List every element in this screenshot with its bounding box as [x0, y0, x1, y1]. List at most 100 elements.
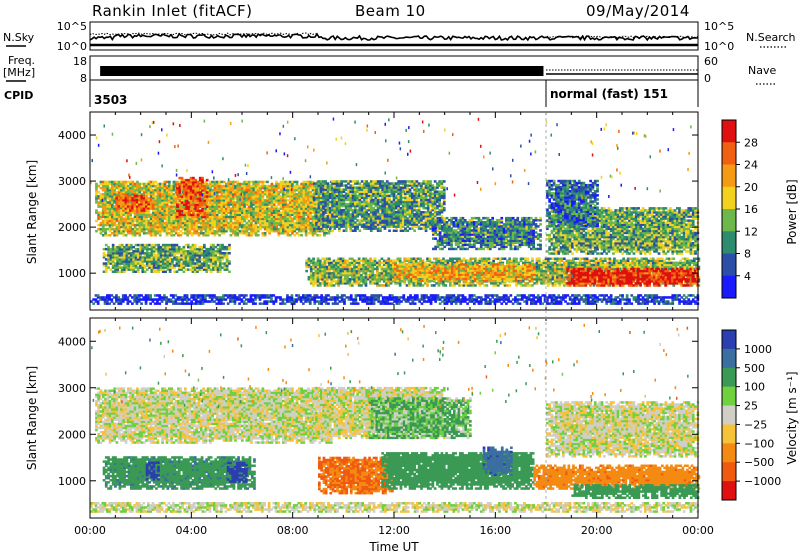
heatmap-cell [179, 234, 182, 237]
heatmap-cell [146, 244, 149, 247]
heatmap-cell [309, 191, 312, 194]
heatmap-cell [134, 195, 137, 198]
heatmap-cell [268, 207, 271, 210]
heatmap-cell [434, 180, 437, 183]
date-title: 09/May/2014 [586, 2, 690, 20]
heatmap-cell [181, 177, 184, 180]
heatmap-cell [105, 262, 108, 265]
heatmap-cell [514, 246, 517, 249]
heatmap-cell [340, 180, 343, 183]
heatmap-cell [352, 184, 355, 187]
heatmap-cell [324, 230, 327, 233]
heatmap-cell [318, 203, 321, 206]
heatmap-cell [386, 180, 389, 183]
heatmap-cell [118, 199, 121, 202]
heatmap-cell [119, 271, 122, 274]
heatmap-cell [120, 230, 123, 233]
heatmap-cell [530, 221, 533, 224]
heatmap-cell [526, 217, 529, 220]
heatmap-cell [496, 219, 499, 222]
heatmap-cell [182, 232, 185, 235]
heatmap-cell [539, 217, 542, 220]
heatmap-cell [202, 220, 205, 223]
heatmap-cell [532, 227, 535, 230]
heatmap-cell [132, 228, 135, 231]
heatmap-cell [434, 246, 437, 249]
heatmap-cell [406, 230, 409, 233]
heatmap-cell [324, 209, 327, 212]
heatmap-cell [145, 195, 148, 198]
heatmap-cell [121, 266, 124, 269]
heatmap-cell [313, 193, 316, 196]
heatmap-cell [287, 203, 290, 206]
heatmap-cell [469, 219, 472, 222]
heatmap-cell [316, 234, 319, 237]
heatmap-cell [252, 224, 255, 227]
heatmap-cell [135, 244, 138, 247]
heatmap-cell [166, 185, 169, 188]
heatmap-cell [241, 183, 244, 186]
heatmap-cell [441, 191, 444, 194]
noise-right-tick-bottom: 10^0 [704, 40, 734, 53]
freq-right-tick-top: 60 [704, 55, 718, 68]
heatmap-cell [296, 193, 299, 196]
heatmap-cell [427, 180, 430, 183]
heatmap-cell [539, 240, 542, 243]
heatmap-cell [329, 207, 332, 210]
heatmap-cell [199, 191, 202, 194]
heatmap-cell [97, 185, 100, 188]
heatmap-cell [204, 210, 207, 213]
heatmap-cell [384, 182, 387, 185]
heatmap-cell [535, 235, 538, 238]
heatmap-cell [443, 180, 446, 183]
heatmap-cell [239, 183, 242, 186]
heatmap-cell [416, 180, 419, 183]
heatmap-cell [539, 233, 542, 236]
heatmap-cell [102, 234, 105, 237]
heatmap-cell [173, 181, 176, 184]
heatmap-cell [325, 232, 328, 235]
heatmap-cell [201, 201, 204, 204]
heatmap-cell [406, 184, 409, 187]
heatmap-cell [315, 209, 318, 212]
heatmap-cell [218, 216, 221, 219]
freq-left-label-2: [MHz] [3, 66, 35, 79]
heatmap-cell [136, 228, 139, 231]
heatmap-cell [206, 206, 209, 209]
heatmap-cell [315, 182, 318, 185]
heatmap-cell [375, 209, 378, 212]
heatmap-cell [319, 234, 322, 237]
heatmap-cell [199, 210, 202, 213]
heatmap-cell [181, 214, 184, 217]
heatmap-cell [120, 201, 123, 204]
heatmap-cell [173, 193, 176, 196]
heatmap-cell [473, 221, 476, 224]
heatmap-cell [100, 181, 103, 184]
heatmap-cell [491, 217, 494, 220]
heatmap-cell [324, 215, 327, 218]
heatmap-cell [315, 186, 318, 189]
heatmap-cell [120, 197, 123, 200]
heatmap-cell [122, 218, 125, 221]
heatmap-cell [152, 199, 155, 202]
heatmap-cell [257, 226, 260, 229]
heatmap-cell [284, 181, 287, 184]
heatmap-cell [395, 182, 398, 185]
heatmap-cell [406, 180, 409, 183]
heatmap-cell [127, 185, 130, 188]
heatmap-cell [352, 230, 355, 233]
heatmap-cell [268, 185, 271, 188]
heatmap-cell [118, 195, 121, 198]
noise-right-label: N.Search [746, 31, 796, 44]
heatmap-cell [507, 240, 510, 243]
heatmap-cell [116, 246, 119, 249]
heatmap-cell [144, 271, 147, 274]
heatmap-cell [293, 222, 296, 225]
heatmap-cell [173, 234, 176, 237]
heatmap-cell [432, 213, 435, 216]
heatmap-cell [309, 181, 312, 184]
heatmap-cell [418, 188, 421, 191]
heatmap-cell [168, 181, 171, 184]
heatmap-cell [411, 193, 414, 196]
heatmap-cell [343, 230, 346, 233]
